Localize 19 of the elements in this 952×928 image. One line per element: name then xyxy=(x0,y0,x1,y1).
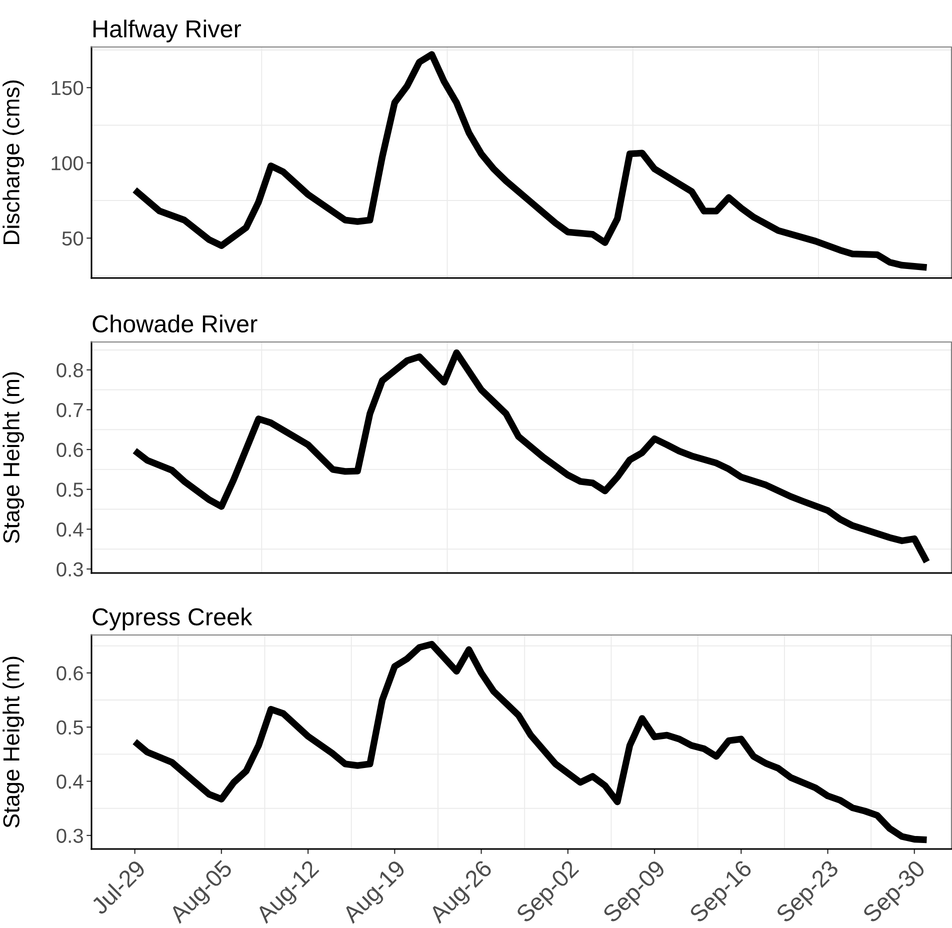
y-tick-label: 0.8 xyxy=(56,363,83,378)
y-axis-title: Discharge (cms) xyxy=(2,80,24,244)
y-tick-label: 0.3 xyxy=(56,828,83,843)
y-tick-label: 0.6 xyxy=(56,442,83,458)
y-tick-label: 0.4 xyxy=(56,522,84,537)
y-tick-label: 0.5 xyxy=(56,720,84,735)
y-tick-label: 0.4 xyxy=(56,774,84,789)
chart-title: Chowade River xyxy=(92,314,258,333)
y-tick-label: 50 xyxy=(62,231,84,246)
chart-title: Cypress Creek xyxy=(92,608,252,630)
y-tick-label: 0.7 xyxy=(56,402,83,418)
y-tick-label: 0.6 xyxy=(56,666,83,680)
y-tick-label: 0.5 xyxy=(56,482,84,497)
y-tick-label: 150 xyxy=(52,80,84,96)
y-axis-title: Stage Height (m) xyxy=(2,656,24,828)
y-tick-label: 0.3 xyxy=(56,562,83,577)
y-tick-label: 100 xyxy=(52,156,84,170)
chart-title: Halfway River xyxy=(93,20,242,42)
y-axis-title: Stage Height (m) xyxy=(2,372,24,544)
